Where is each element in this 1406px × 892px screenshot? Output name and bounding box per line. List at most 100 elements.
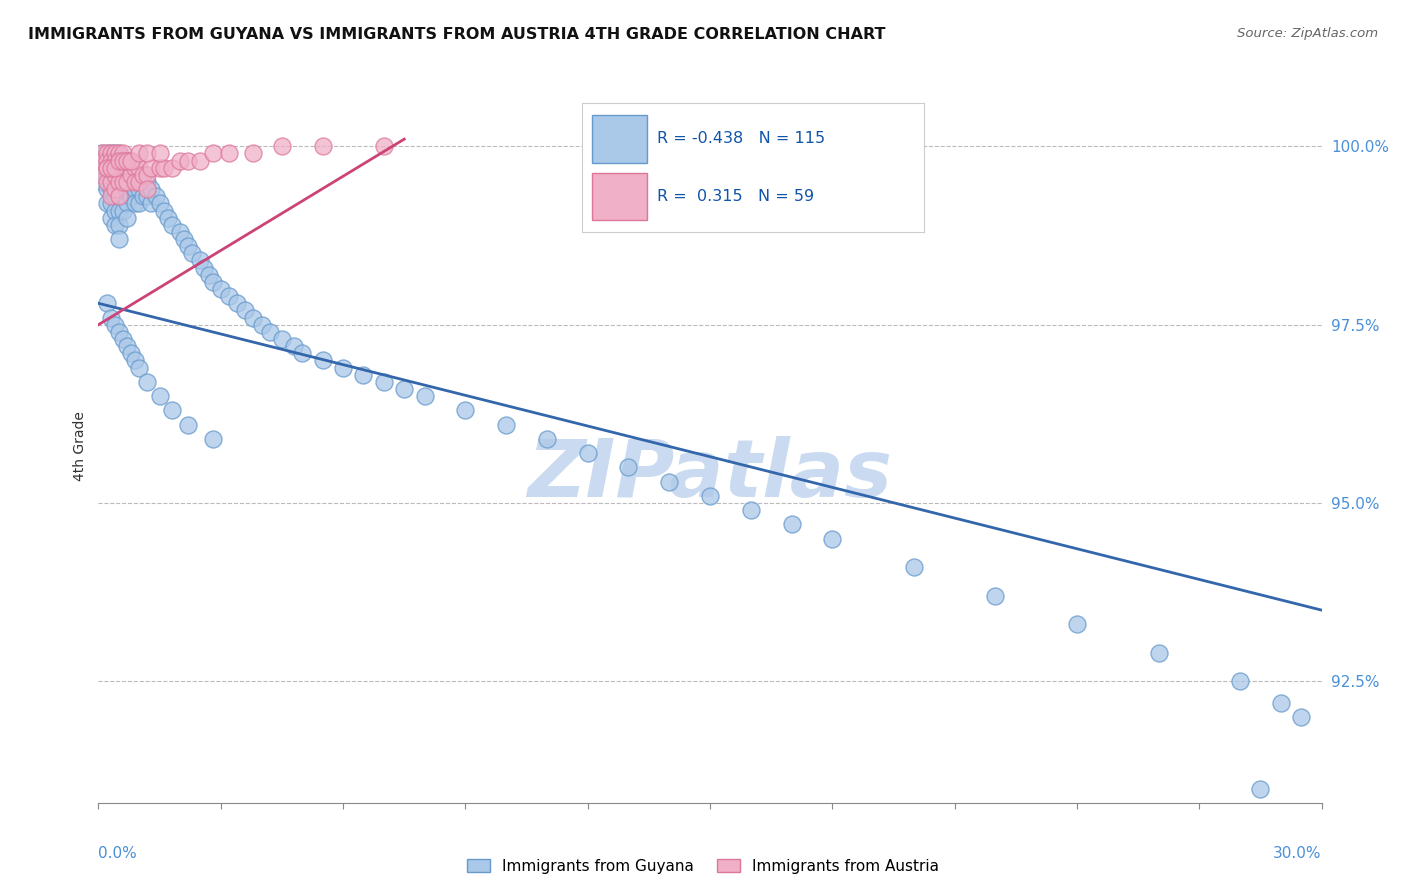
Point (120, 153, 142, 168)
Point (132, 189, 155, 203)
Point (454, 403, 477, 417)
Point (1229, 674, 1251, 689)
Point (136, 375, 159, 389)
Point (115, 196, 138, 211)
Point (104, 146, 127, 161)
Point (115, 168, 138, 182)
Point (100, 211, 122, 225)
Point (149, 146, 172, 161)
Point (96, 153, 118, 168)
Point (111, 175, 134, 189)
Point (111, 153, 134, 168)
Point (160, 218, 183, 232)
Point (136, 189, 159, 203)
Point (141, 196, 163, 211)
Point (115, 153, 138, 168)
Point (128, 182, 150, 196)
Point (270, 139, 294, 153)
Point (128, 168, 150, 182)
Point (250, 318, 273, 332)
Text: 0.0%: 0.0% (98, 846, 138, 861)
Point (136, 146, 159, 161)
Text: ZIPatlas: ZIPatlas (527, 435, 893, 514)
Point (740, 503, 762, 517)
Point (576, 446, 599, 460)
Point (201, 432, 224, 446)
Point (111, 161, 134, 175)
Point (120, 346, 142, 360)
Point (188, 153, 212, 168)
Point (821, 532, 844, 546)
Point (91, 161, 114, 175)
Point (111, 189, 134, 203)
Point (124, 182, 146, 196)
Point (312, 353, 335, 368)
Point (91, 146, 114, 161)
Point (128, 360, 150, 375)
Point (108, 203, 131, 218)
Point (115, 339, 138, 353)
Point (128, 196, 150, 211)
Point (100, 310, 122, 325)
Point (699, 489, 721, 503)
Point (115, 161, 138, 175)
Point (96, 161, 118, 175)
Point (96, 161, 118, 175)
Point (111, 332, 134, 346)
Point (903, 560, 925, 574)
Point (111, 203, 134, 218)
Point (120, 168, 142, 182)
Point (104, 146, 127, 161)
Point (201, 146, 224, 161)
Text: 30.0%: 30.0% (1274, 846, 1322, 861)
Point (108, 146, 131, 161)
Point (173, 232, 195, 246)
Point (124, 161, 146, 175)
Point (209, 282, 232, 296)
Point (120, 153, 142, 168)
Point (96, 153, 118, 168)
Point (115, 153, 138, 168)
Point (312, 139, 335, 153)
Point (270, 332, 294, 346)
Point (152, 161, 174, 175)
Point (197, 268, 219, 282)
Point (332, 360, 354, 375)
Point (108, 325, 131, 339)
Point (141, 161, 163, 175)
Point (201, 275, 224, 289)
Point (218, 146, 240, 161)
Point (96, 168, 118, 182)
Point (108, 175, 131, 189)
Point (96, 175, 118, 189)
Point (136, 182, 159, 196)
Point (495, 417, 517, 432)
Point (100, 196, 122, 211)
Point (136, 175, 159, 189)
Point (617, 460, 640, 475)
Point (100, 175, 122, 189)
Point (169, 225, 191, 239)
Point (100, 153, 122, 168)
Point (100, 161, 122, 175)
Point (780, 517, 803, 532)
Point (111, 153, 134, 168)
Point (104, 153, 127, 168)
Legend: Immigrants from Guyana, Immigrants from Austria: Immigrants from Guyana, Immigrants from … (461, 853, 945, 880)
Point (242, 310, 264, 325)
Point (115, 161, 138, 175)
Point (169, 153, 191, 168)
Point (177, 153, 200, 168)
Point (259, 325, 281, 339)
Point (104, 161, 127, 175)
Point (96, 146, 118, 161)
Point (104, 218, 127, 232)
Point (145, 189, 167, 203)
Point (160, 403, 183, 417)
Point (149, 161, 172, 175)
Point (120, 161, 142, 175)
Point (128, 161, 150, 175)
Point (136, 168, 159, 182)
Point (1147, 646, 1170, 660)
Point (100, 189, 122, 203)
